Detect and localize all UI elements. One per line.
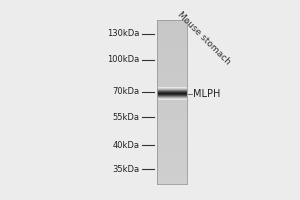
Text: 35kDa: 35kDa xyxy=(112,164,140,173)
Text: 40kDa: 40kDa xyxy=(112,140,140,150)
Text: 100kDa: 100kDa xyxy=(107,55,140,64)
Text: MLPH: MLPH xyxy=(194,89,221,99)
Text: 70kDa: 70kDa xyxy=(112,88,140,97)
Text: 55kDa: 55kDa xyxy=(112,112,140,121)
Text: Mouse stomach: Mouse stomach xyxy=(176,10,232,66)
Text: 130kDa: 130kDa xyxy=(107,29,140,38)
